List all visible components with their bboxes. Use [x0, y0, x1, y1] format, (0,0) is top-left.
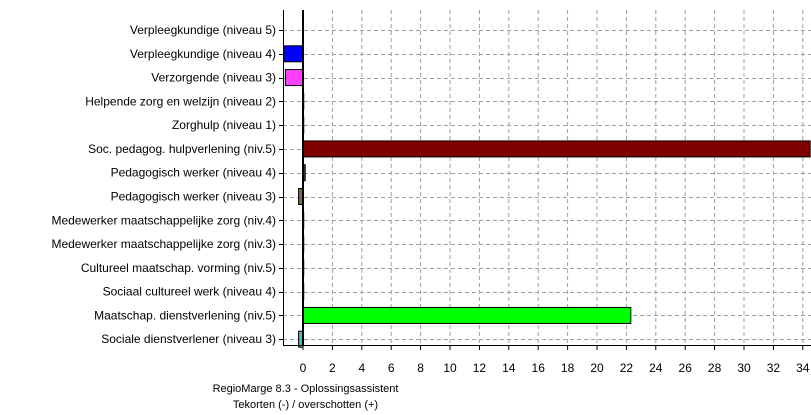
x-tick-label: 8 [417, 361, 424, 375]
category-label: Verzorgende (niveau 3) [151, 71, 276, 85]
category-label: Verpleegkundige (niveau 5) [130, 23, 276, 37]
x-tick-label: 22 [620, 361, 634, 375]
category-label: Maatschap. dienstverlening (niv.5) [94, 308, 276, 322]
x-tick-label: 26 [679, 361, 693, 375]
x-tick-label: 32 [767, 361, 781, 375]
category-label: Sociaal cultureel werk (niveau 4) [103, 285, 276, 299]
x-tick-label: 0 [300, 361, 307, 375]
x-tick-label: 10 [443, 361, 457, 375]
category-label: Medewerker maatschappelijke zorg (niv.3) [51, 237, 276, 251]
x-tick-label: 24 [649, 361, 663, 375]
category-label: Pedagogisch werker (niveau 4) [111, 166, 276, 180]
x-tick-label: 12 [473, 361, 487, 375]
category-label: Soc. pedagog. hulpverlening (niv.5) [88, 142, 276, 156]
x-axis-label-line2: Tekorten (-) / overschotten (+) [232, 399, 379, 411]
bar [302, 306, 632, 324]
category-label: Sociale dienstverlener (niveau 3) [101, 332, 276, 346]
x-tick-label: 2 [329, 361, 336, 375]
category-label: Zorghulp (niveau 1) [172, 118, 276, 132]
bars [283, 45, 811, 348]
bar [302, 140, 811, 158]
x-tick-label: 20 [590, 361, 604, 375]
axes [279, 10, 811, 350]
bar [284, 69, 304, 87]
category-labels: Verpleegkundige (niveau 5) Verpleegkundig… [51, 23, 276, 346]
category-label: Helpende zorg en welzijn (niveau 2) [85, 94, 276, 108]
category-label: Medewerker maatschappelijke zorg (niv.4) [51, 213, 276, 227]
x-tick-label: 4 [358, 361, 365, 375]
x-axis-label: RegioMarge 8.3 - Oplossingsassistent [212, 383, 399, 395]
category-label: Verpleegkundige (niveau 4) [130, 47, 276, 61]
bar [283, 45, 304, 63]
category-label: Cultureel maatschap. vorming (niv.5) [81, 261, 276, 275]
x-tick-labels: 0 2 4 6 8 10 12 14 16 18 20 22 24 26 28 30 32 34 [300, 361, 810, 375]
category-label: Pedagogisch werker (niveau 3) [111, 190, 276, 204]
grid-lines [283, 10, 811, 345]
x-tick-label: 34 [796, 361, 810, 375]
x-tick-label: 14 [502, 361, 516, 375]
x-tick-label: 6 [388, 361, 395, 375]
x-tick-label: 16 [532, 361, 546, 375]
x-tick-label: 30 [737, 361, 751, 375]
x-tick-label: 18 [561, 361, 575, 375]
x-tick-label: 28 [708, 361, 722, 375]
